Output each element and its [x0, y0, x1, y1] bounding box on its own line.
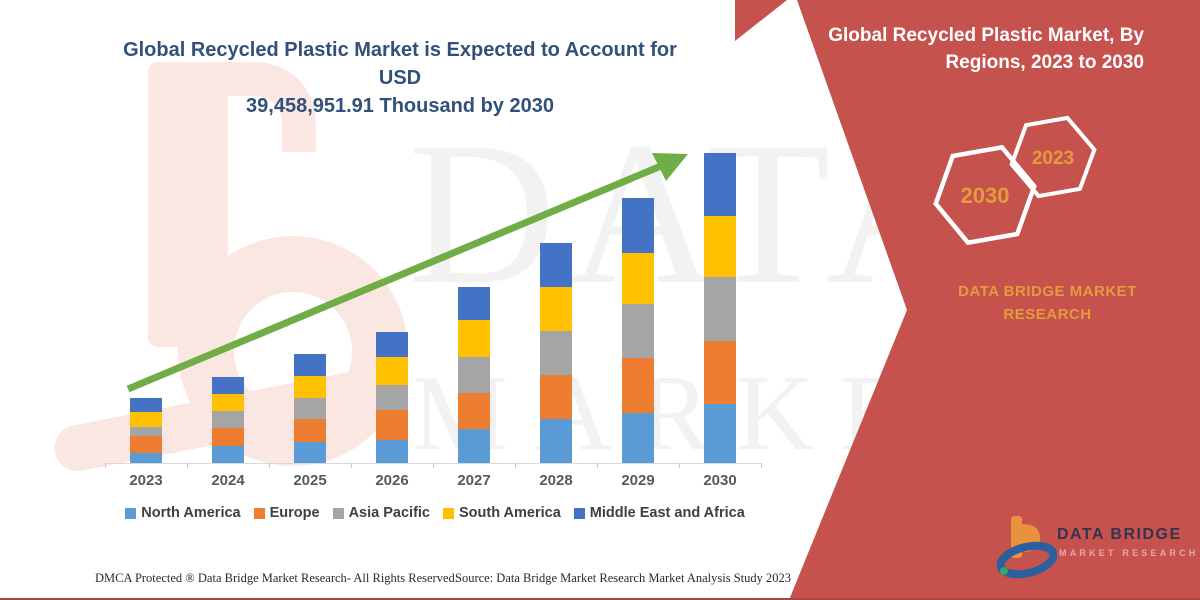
x-axis-label-2028: 2028 — [539, 472, 573, 489]
panel-brand-text: DATA BRIDGE MARKET RESEARCH — [940, 280, 1155, 326]
legend-swatch-icon — [443, 507, 454, 519]
x-axis-label-2029: 2029 — [621, 472, 655, 489]
dbmr-b-swirl-logo-icon — [996, 516, 1058, 579]
axis-tick — [433, 463, 434, 468]
bar-segment-middle-east-and-africa — [704, 153, 736, 217]
logo-sub-text: MARKET RESEARCH — [1059, 548, 1199, 558]
axis-tick — [679, 463, 680, 468]
legend-swatch-icon — [573, 507, 585, 519]
legend-item-europe: Europe — [253, 505, 320, 521]
bar-segment-south-america — [704, 216, 736, 277]
legend-label: Europe — [269, 505, 320, 521]
legend-swatch-icon — [125, 507, 137, 519]
x-axis-label-2023: 2023 — [129, 472, 163, 489]
logo-brand-text: DATA BRIDGE — [1057, 526, 1182, 543]
panel-brand-line1: DATA BRIDGE MARKET — [958, 283, 1137, 300]
panel-title-line2: Regions, 2023 to 2030 — [945, 52, 1144, 73]
bar-segment-north-america — [704, 404, 736, 463]
dbmr-logo: DATA BRIDGE MARKET RESEARCH — [995, 512, 1195, 592]
red-panel-shape — [789, 0, 1200, 600]
chart-legend: North America Europe Asia Pacific South Ame… — [92, 505, 778, 521]
hexagon-2030-icon — [933, 144, 1037, 246]
legend-label: Asia Pacific — [348, 505, 430, 521]
legend-item-middle-east-and-africa: Middle East and Africa — [573, 505, 745, 521]
panel-brand-line2: RESEARCH — [1003, 306, 1092, 323]
legend-swatch-icon — [253, 507, 265, 519]
axis-tick — [515, 463, 516, 468]
hexagon-2023-icon — [1009, 115, 1097, 199]
stacked-bar-2030 — [704, 153, 736, 463]
bottom-accent-line — [0, 598, 1200, 600]
footer-source-text: Source: Data Bridge Market Research Mark… — [455, 571, 792, 585]
legend-label: South America — [459, 505, 561, 521]
x-axis-label-2024: 2024 — [211, 472, 245, 489]
chart-title-line2: 39,458,951.91 Thousand by 2030 — [246, 95, 554, 117]
bar-segment-north-america — [458, 428, 490, 463]
x-axis-label-2027: 2027 — [457, 472, 491, 489]
legend-item-asia-pacific: Asia Pacific — [332, 505, 430, 521]
bar-segment-north-america — [540, 419, 572, 463]
bar-segment-europe — [458, 393, 490, 429]
axis-tick — [597, 463, 598, 468]
chart-title-line1: Global Recycled Plastic Market is Expect… — [123, 39, 677, 89]
x-axis-labels: 2023 2024 2025 2026 2027 2028 2029 2030 — [105, 472, 761, 489]
red-accent-triangle — [735, 0, 787, 41]
legend-label: North America — [141, 505, 241, 521]
legend-item-south-america: South America — [443, 505, 561, 521]
chart-title: Global Recycled Plastic Market is Expect… — [108, 36, 692, 120]
legend-swatch-icon — [332, 507, 344, 519]
legend-item-north-america: North America — [125, 505, 241, 521]
bar-segment-asia-pacific — [704, 277, 736, 342]
hexagon-2023-label: 2023 — [1032, 148, 1074, 169]
bar-segment-north-america — [622, 413, 654, 463]
hexagon-2030-label: 2030 — [961, 183, 1010, 208]
x-axis-label-2025: 2025 — [293, 472, 327, 489]
bar-segment-europe — [704, 341, 736, 405]
panel-title: Global Recycled Plastic Market, By Regio… — [814, 22, 1144, 76]
footer-dmca-text: DMCA Protected ® Data Bridge Market Rese… — [95, 571, 458, 585]
x-axis-label-2026: 2026 — [375, 472, 409, 489]
x-axis-label-2030: 2030 — [703, 472, 737, 489]
axis-tick — [761, 463, 762, 468]
legend-label: Middle East and Africa — [589, 505, 745, 521]
panel-title-line1: Global Recycled Plastic Market, By — [828, 25, 1144, 46]
